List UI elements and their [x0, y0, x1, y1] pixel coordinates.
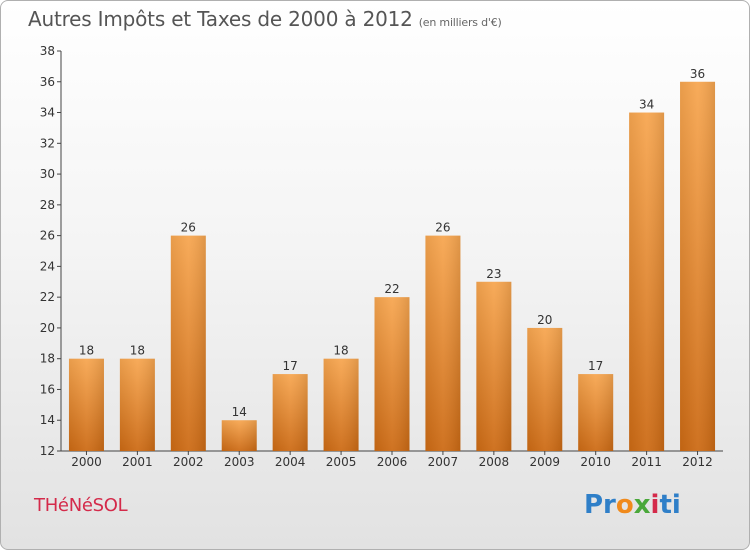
- value-label-2007: 26: [435, 221, 450, 235]
- value-label-2002: 26: [181, 221, 196, 235]
- bar-shade-2008: [476, 281, 512, 451]
- value-label-2008: 23: [486, 267, 501, 281]
- value-label-2010: 17: [588, 359, 603, 373]
- y-tick-label: 30: [40, 167, 55, 181]
- y-tick-label: 14: [40, 413, 55, 427]
- x-tick-label: 2003: [224, 455, 255, 469]
- y-tick-label: 24: [40, 259, 55, 273]
- bar-shade-2007: [425, 235, 461, 451]
- bar-shade-2009: [527, 327, 563, 451]
- logo-part-5: ti: [659, 490, 681, 520]
- bars: [68, 81, 716, 452]
- bar-shade-2001: [119, 358, 155, 451]
- value-label-2004: 17: [283, 359, 298, 373]
- value-label-2009: 20: [537, 313, 552, 327]
- logo-part-4: i: [650, 490, 660, 520]
- y-tick-label: 20: [40, 321, 55, 335]
- chart-title-text: Autres Impôts et Taxes de 2000 à 2012: [28, 7, 413, 31]
- y-tick-label: 38: [40, 44, 55, 58]
- bar-shade-2005: [323, 358, 359, 451]
- value-label-2006: 22: [384, 282, 399, 296]
- logo-part-1: Pr: [584, 490, 616, 520]
- x-tick-label: 2011: [631, 455, 662, 469]
- x-tick-label: 2000: [71, 455, 102, 469]
- value-label-2003: 14: [232, 405, 247, 419]
- chart-subtitle: (en milliers d'€): [418, 16, 502, 29]
- x-tick-label: 2009: [529, 455, 560, 469]
- y-tick-label: 12: [40, 444, 55, 458]
- y-tick-label: 26: [40, 229, 55, 243]
- bar-shade-2003: [221, 420, 257, 451]
- axes: 12 14 16 18 20 22 24 26 28 30 32 34 36 38 2000 2001 2002…: [40, 44, 723, 469]
- value-labels: 18 18 26 14 17 18 22 26 23 20 17 34 36: [79, 67, 705, 419]
- y-tick-label: 22: [40, 290, 55, 304]
- x-tick-label: 2006: [377, 455, 408, 469]
- proxiti-logo: Proxiti: [584, 490, 681, 520]
- value-label-2011: 34: [639, 98, 654, 112]
- logo-part-2: o: [615, 490, 634, 520]
- value-label-2005: 18: [333, 344, 348, 358]
- commune-name: THéNéSOL: [34, 495, 128, 516]
- value-label-2000: 18: [79, 344, 94, 358]
- x-tick-label: 2002: [173, 455, 204, 469]
- x-tick-label: 2005: [326, 455, 357, 469]
- x-tick-label: 2004: [275, 455, 306, 469]
- y-tick-label: 16: [40, 382, 55, 396]
- bar-shade-2011: [629, 112, 665, 452]
- x-tick-label: 2012: [682, 455, 713, 469]
- bar-shade-2006: [374, 297, 410, 451]
- y-tick-label: 36: [40, 75, 55, 89]
- value-label-2012: 36: [690, 67, 705, 81]
- y-tick-label: 18: [40, 352, 55, 366]
- bar-shade-2000: [68, 358, 104, 451]
- y-tick-label: 28: [40, 198, 55, 212]
- y-tick-label: 32: [40, 136, 55, 150]
- x-tick-label: 2001: [122, 455, 153, 469]
- bar-shade-2004: [272, 374, 308, 451]
- bar-shade-2012: [680, 81, 716, 452]
- value-label-2001: 18: [130, 344, 145, 358]
- chart-title: Autres Impôts et Taxes de 2000 à 2012 (en…: [28, 7, 502, 31]
- x-tick-label: 2007: [428, 455, 459, 469]
- bar-shade-2010: [578, 374, 614, 451]
- y-tick-label: 34: [40, 106, 55, 120]
- x-tick-label: 2010: [580, 455, 611, 469]
- x-tick-label: 2008: [479, 455, 510, 469]
- bar-shade-2002: [170, 235, 206, 451]
- logo-part-3: x: [633, 490, 651, 520]
